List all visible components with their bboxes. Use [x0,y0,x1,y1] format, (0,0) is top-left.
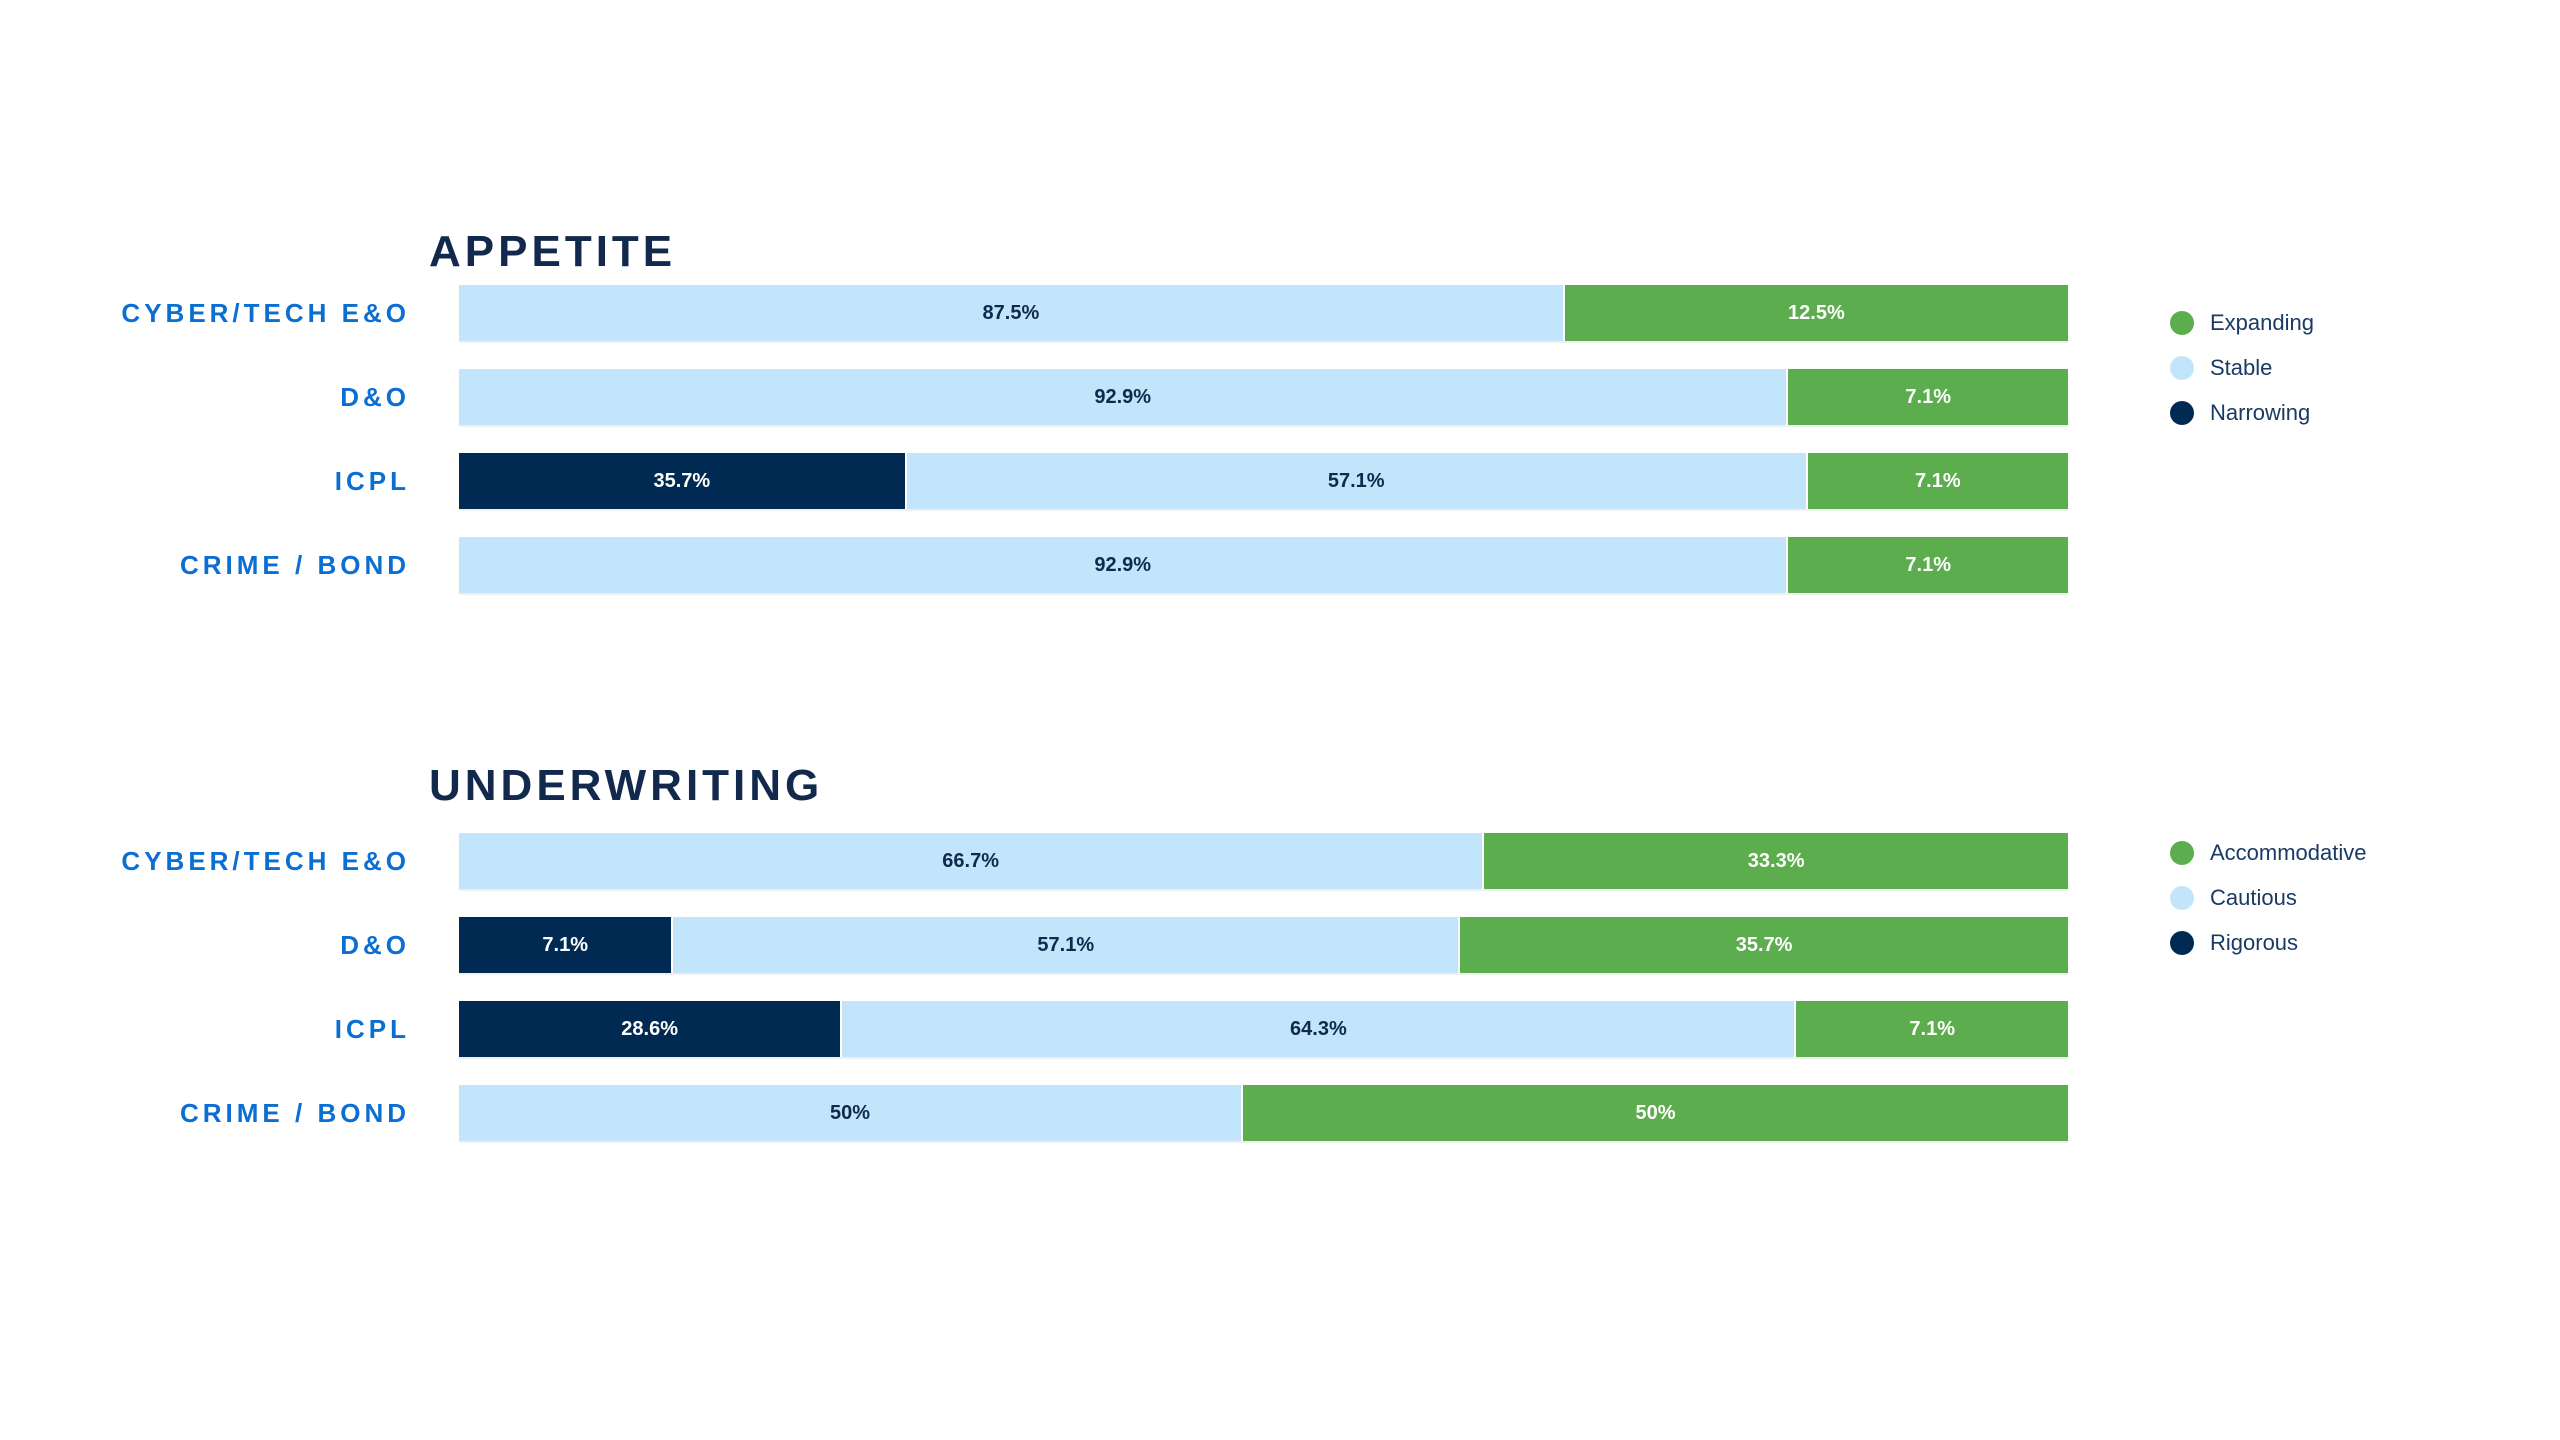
bar-row: CRIME / BOND 92.9% 7.1% [0,537,2068,593]
segment-value-label: 7.1% [542,933,588,956]
bar-track: 66.7% 33.3% [459,833,2068,889]
segment-value-label: 7.1% [1905,385,1951,408]
segment-value-label: 35.7% [1735,933,1793,956]
bar-row: D&O 92.9% 7.1% [0,369,2068,425]
segment-value-label: 50% [829,1101,870,1124]
legend-item: Stable [2170,345,2314,390]
bar-segment-accommodative: 33.3% [1482,833,2068,889]
legend-dot-expanding [2170,310,2194,335]
legend-dot-rigorous [2170,930,2194,955]
underwriting-chart: UNDERWRITING CYBER/TECH E&O 66.7% 33.3% D&O… [0,761,2560,1222]
legend-label: Expanding [2210,309,2314,335]
bar-segment-stable: 92.9% [459,537,1787,593]
segment-value-label: 50% [1635,1101,1676,1124]
appetite-chart: APPETITE CYBER/TECH E&O 87.5% 12.5% D&O 92.9… [0,227,2560,688]
legend-item: Expanding [2170,300,2314,345]
bar-segment-rigorous: 28.6% [459,1001,841,1057]
bar-segment-cautious: 64.3% [840,1001,1795,1057]
segment-value-label: 35.7% [653,469,711,492]
legend-dot-accommodative [2170,840,2194,865]
bar-track: 92.9% 7.1% [459,369,2068,425]
segment-value-label: 92.9% [1094,385,1152,408]
bar-track: 35.7% 57.1% 7.1% [459,453,2068,509]
bar-row: D&O 7.1% 57.1% 35.7% [0,917,2068,973]
bar-row: ICPL 28.6% 64.3% 7.1% [0,1001,2068,1057]
appetite-bars: CYBER/TECH E&O 87.5% 12.5% D&O 92.9% 7.1% ICPL… [0,285,2068,621]
bar-segment-rigorous: 7.1% [459,917,672,973]
legend-dot-stable [2170,355,2194,380]
segment-value-label: 64.3% [1290,1017,1347,1040]
bar-segment-cautious: 57.1% [671,917,1459,973]
bar-segment-accommodative: 7.1% [1794,1001,2068,1057]
segment-value-label: 57.1% [1327,469,1385,492]
segment-value-label: 66.7% [942,849,1000,872]
bar-segment-cautious: 66.7% [459,833,1483,889]
underwriting-bars: CYBER/TECH E&O 66.7% 33.3% D&O 7.1% 57.1% 35.7… [0,833,2068,1169]
bar-segment-stable: 92.9% [459,369,1787,425]
bar-row: CRIME / BOND 50% 50% [0,1085,2068,1141]
bar-segment-expanding: 7.1% [1805,453,2068,509]
category-label: D&O [340,929,410,960]
bar-segment-accommodative: 50% [1240,1085,2068,1141]
category-label: CYBER/TECH E&O [121,845,410,876]
bar-segment-expanding: 12.5% [1562,285,2068,341]
underwriting-legend: Accommodative Cautious Rigorous [2170,830,2367,965]
bar-track: 87.5% 12.5% [459,285,2068,341]
legend-item: Narrowing [2170,390,2314,435]
segment-value-label: 12.5% [1788,301,1845,324]
segment-value-label: 7.1% [1915,469,1961,492]
bar-track: 50% 50% [459,1085,2068,1141]
bar-segment-expanding: 7.1% [1786,369,2068,425]
bar-row: CYBER/TECH E&O 87.5% 12.5% [0,285,2068,341]
category-label: ICPL [334,1013,410,1044]
category-label: CRIME / BOND [180,549,410,580]
bar-track: 28.6% 64.3% 7.1% [459,1001,2068,1057]
legend-item: Cautious [2170,875,2367,920]
bar-segment-cautious: 50% [459,1085,1241,1141]
bar-track: 7.1% 57.1% 35.7% [459,917,2068,973]
bar-segment-stable: 87.5% [459,285,1563,341]
legend-label: Cautious [2210,884,2297,910]
segment-value-label: 92.9% [1094,553,1152,576]
bar-segment-accommodative: 35.7% [1458,917,2068,973]
segment-value-label: 33.3% [1747,849,1805,872]
legend-dot-narrowing [2170,400,2194,425]
legend-label: Rigorous [2210,929,2299,955]
legend-item: Accommodative [2170,830,2367,875]
segment-value-label: 28.6% [621,1017,679,1040]
category-label: ICPL [334,465,410,496]
legend-dot-cautious [2170,885,2194,910]
legend-label: Narrowing [2210,399,2311,425]
legend-label: Stable [2210,354,2273,380]
segment-value-label: 57.1% [1037,933,1095,956]
bar-row: ICPL 35.7% 57.1% 7.1% [0,453,2068,509]
appetite-legend: Expanding Stable Narrowing [2170,300,2314,435]
bar-segment-expanding: 7.1% [1786,537,2068,593]
category-label: D&O [340,381,410,412]
bar-track: 92.9% 7.1% [459,537,2068,593]
segment-value-label: 7.1% [1905,553,1951,576]
segment-value-label: 87.5% [982,301,1040,324]
category-label: CRIME / BOND [180,1097,410,1128]
bar-segment-stable: 57.1% [904,453,1806,509]
legend-item: Rigorous [2170,920,2367,965]
bar-segment-narrowing: 35.7% [459,453,905,509]
bar-row: CYBER/TECH E&O 66.7% 33.3% [0,833,2068,889]
appetite-title: APPETITE [429,227,677,276]
underwriting-title: UNDERWRITING [429,761,824,810]
category-label: CYBER/TECH E&O [121,297,410,328]
segment-value-label: 7.1% [1909,1017,1955,1040]
legend-label: Accommodative [2210,839,2367,865]
